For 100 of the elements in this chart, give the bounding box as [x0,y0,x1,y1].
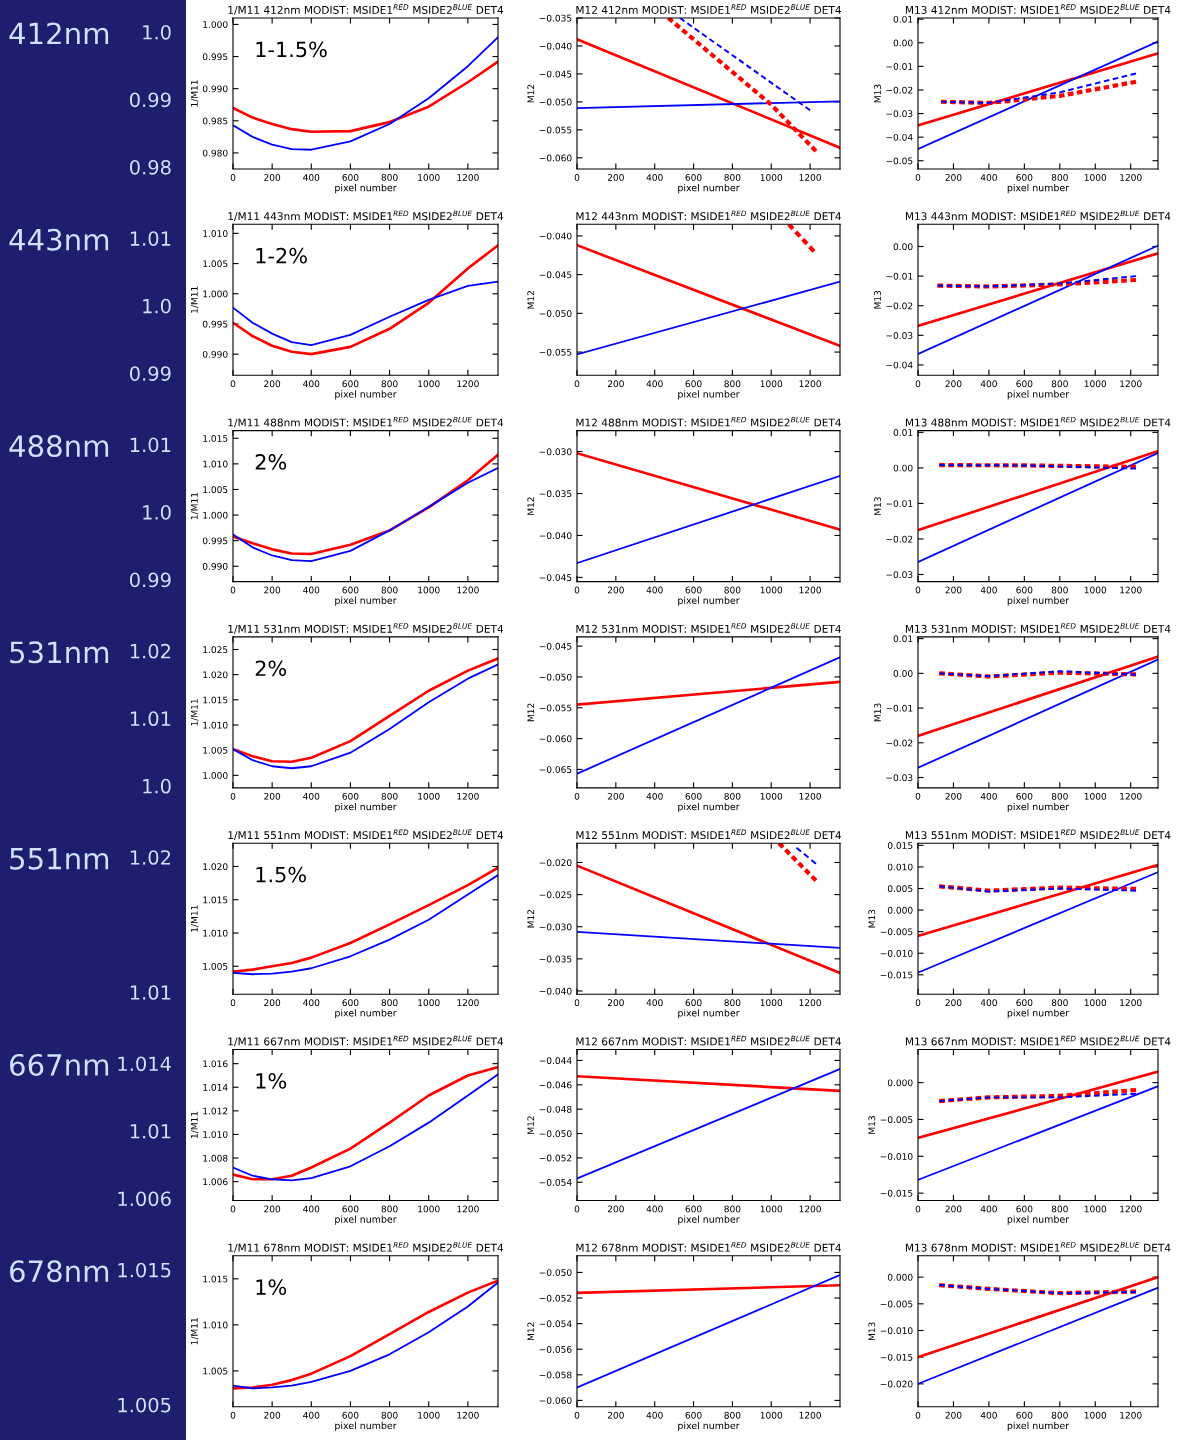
y-tick-label: −0.035 [539,14,572,22]
x-tick-label: 200 [264,586,281,594]
x-tick-label: 0 [915,380,921,388]
x-tick-label: 800 [1051,586,1068,594]
x-tick-label: 800 [1051,999,1068,1007]
x-tick-label: 200 [945,380,962,388]
y-tick-label: −0.03 [886,571,913,579]
x-tick-label: 1200 [799,174,821,181]
y-tick-label: 1.015 [203,696,228,704]
x-tick-label: 600 [685,999,702,1007]
y-axis-title: M13 [868,1116,876,1134]
y-tick-label: −0.010 [880,1153,913,1160]
text: 531nm [10,641,109,664]
x-tick-label: 600 [685,1205,702,1213]
text: 1.01 [130,711,171,727]
x-tick-label: 600 [685,586,702,594]
x-tick-label: 800 [724,1411,741,1419]
x-tick-label: 400 [646,586,663,594]
x-tick-label: 200 [607,1411,624,1419]
x-tick-label: 1000 [760,586,783,594]
y-tick-label: 1.025 [203,646,228,654]
text: 488nm [9,435,109,458]
y-tick-label: −0.020 [880,1380,913,1388]
y-axis-title: 1/M11 [191,1318,199,1345]
x-axis-title: pixel number [1007,802,1070,813]
x-tick-label: 1000 [760,380,783,388]
y-tick-label: −0.044 [539,1057,572,1065]
y-tick-label: 1.010 [203,1321,228,1329]
y-tick-label: 1.005 [203,746,228,754]
x-tick-label: 1200 [457,380,479,388]
y-tick-label: 0.00 [893,243,913,251]
y-axis-title: M13 [874,290,881,309]
y-tick-label: −0.01 [886,63,913,70]
y-tick-label: 0.995 [202,53,228,61]
x-tick-label: 200 [945,586,962,594]
chart-title: M12 678nm MODIST: MSIDE1$^{RED}$ MSIDE2$^{BLUE}$ DET4 [576,1242,841,1252]
y-tick-label: −0.060 [539,1397,572,1404]
y-tick-label: 0.995 [202,320,228,328]
x-tick-label: 1000 [1084,1411,1107,1419]
y-tick-label: −0.020 [539,859,572,867]
x-tick-label: 800 [724,792,741,800]
y-tick-label: −0.048 [539,1105,572,1113]
x-tick-label: 200 [264,380,281,388]
text: 551nm [10,847,109,870]
x-tick-label: 1200 [457,174,479,181]
x-tick-label: 200 [607,792,624,800]
y-tick-label: −0.040 [539,987,572,995]
x-axis-title: pixel number [335,1009,397,1019]
x-tick-label: 1000 [760,1411,783,1419]
x-axis-title: pixel number [335,596,397,606]
x-tick-label: 1200 [457,792,479,800]
text: 1.02 [130,643,171,659]
y-tick-label: 1.000 [203,511,228,519]
chart-title: 1/M11 678nm MODIST: MSIDE1$^{RED}$ MSIDE2$^{BLUE}$ DET4 [228,1242,504,1253]
x-tick-label: 1200 [1120,174,1142,181]
text: 1.0 [143,505,171,520]
y-tick-label: 1.014 [203,1083,228,1091]
text: 443nm [9,228,109,251]
x-axis-title: pixel number [678,183,740,194]
y-tick-label: 1.015 [203,896,228,904]
x-tick-label: 1200 [457,999,479,1007]
y-tick-label: −0.01 [886,272,913,280]
x-tick-label: 600 [342,999,359,1007]
x-tick-label: 1000 [760,174,783,181]
x-tick-label: 0 [230,999,236,1007]
y-tick-label: 0.00 [893,670,913,677]
y-tick-label: −0.055 [539,704,572,712]
x-tick-label: 400 [980,1205,997,1213]
chart-title: M12 443nm MODIST: MSIDE1$^{RED}$ MSIDE2$^{BLUE}$ DET4 [576,210,841,221]
annotation: 2% [255,454,287,470]
x-axis-title: pixel number [335,1215,397,1225]
x-tick-label: 0 [230,174,236,181]
y-tick-label: −0.01 [886,500,913,507]
y-axis-title: M12 [527,703,535,722]
x-tick-label: 600 [1016,586,1033,594]
y-tick-label: −0.040 [539,232,572,240]
x-tick-label: 800 [724,586,741,594]
x-tick-label: 600 [342,1411,359,1419]
x-tick-label: 600 [342,586,359,594]
y-tick-label: 1.000 [203,772,228,779]
y-tick-label: −0.02 [886,535,913,543]
chart-title: 1/M11 488nm MODIST: MSIDE1$^{RED}$ MSIDE2$^{BLUE}$ DET4 [228,416,504,428]
x-tick-label: 200 [945,174,962,181]
y-tick-label: −0.050 [539,673,572,681]
y-tick-label: −0.005 [880,1116,913,1124]
text: 1.014 [118,1056,171,1072]
x-tick-label: 400 [646,1411,663,1419]
annotation: 1-1.5% [256,41,327,58]
annotation: 1.5% [256,866,306,883]
x-tick-label: 400 [646,1205,663,1213]
y-tick-label: −0.02 [886,739,913,747]
y-axis-title: M13 [874,84,881,103]
x-tick-label: 600 [342,792,359,800]
x-tick-label: 800 [724,1205,741,1213]
x-tick-label: 400 [980,586,997,594]
x-tick-label: 400 [303,1411,320,1419]
x-tick-label: 600 [1016,1205,1033,1213]
line-series [233,244,498,356]
chart-title: 1/M11 443nm MODIST: MSIDE1$^{RED}$ MSIDE2$^{BLUE}$ DET4 [228,210,504,222]
x-tick-label: 1200 [1120,586,1142,594]
